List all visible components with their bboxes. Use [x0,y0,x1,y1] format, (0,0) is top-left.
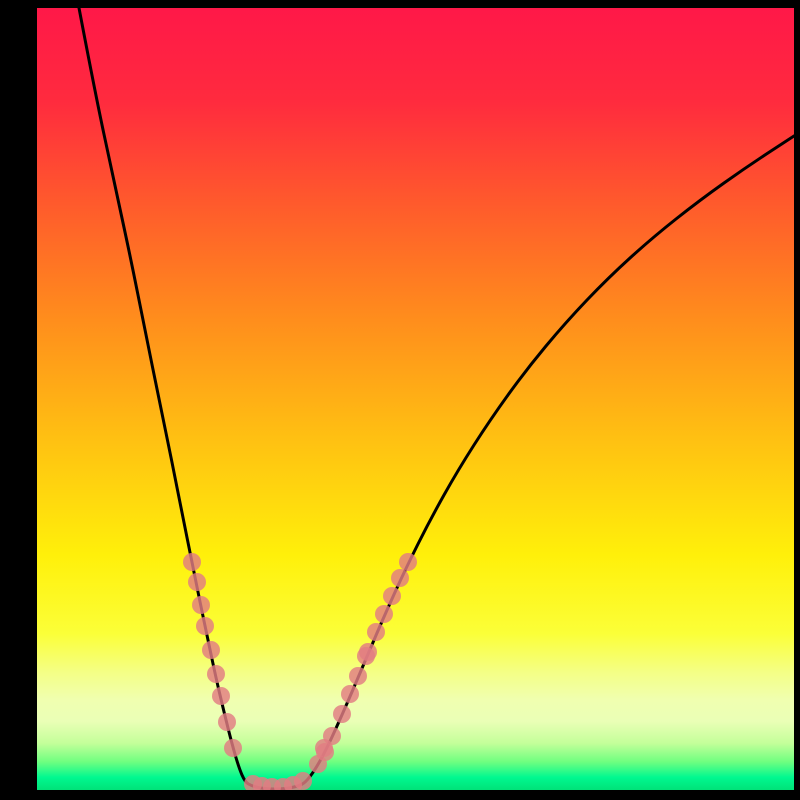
data-marker [294,772,312,790]
chart-svg [0,0,800,800]
plot-gradient [37,8,794,790]
data-marker [202,641,220,659]
data-marker [207,665,225,683]
chart-container: TheBottleneck.com [0,0,800,800]
data-marker [212,687,230,705]
data-marker [383,587,401,605]
data-marker [341,685,359,703]
data-marker [218,713,236,731]
data-marker [188,573,206,591]
data-marker [359,643,377,661]
data-marker [375,605,393,623]
data-marker [349,667,367,685]
data-marker [367,623,385,641]
data-marker [196,617,214,635]
data-marker [315,739,333,757]
data-marker [192,596,210,614]
data-marker [224,739,242,757]
data-marker [391,569,409,587]
data-marker [399,553,417,571]
data-marker [183,553,201,571]
data-marker [333,705,351,723]
